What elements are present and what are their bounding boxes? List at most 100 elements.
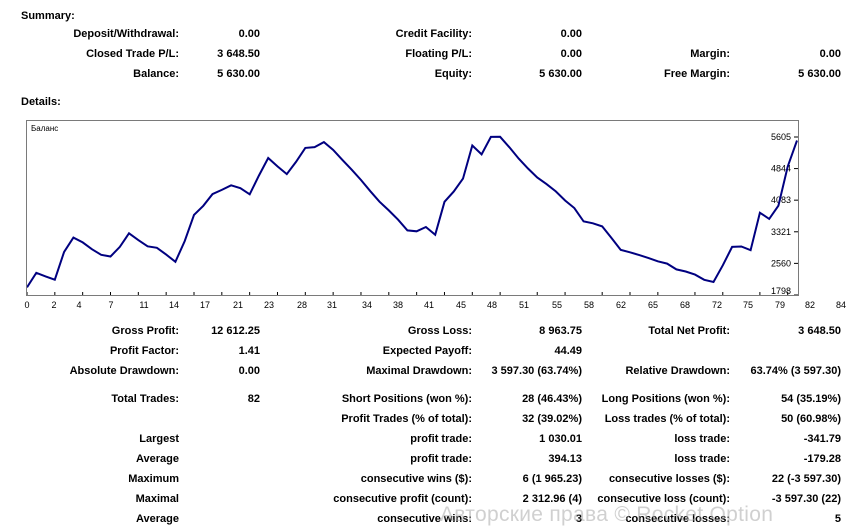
x-tick-label: 48 <box>486 300 497 310</box>
y-tick-label: 4083 <box>771 195 791 205</box>
margin-label: Margin: <box>690 48 730 60</box>
relative-drawdown-value: 63.74% (3 597.30) <box>750 365 841 377</box>
deposit-value: 0.00 <box>238 28 260 40</box>
average-profit-trade-label: profit trade: <box>410 453 472 465</box>
y-tick-label: 2560 <box>771 258 791 268</box>
avg-consecutive-wins-value: 3 <box>575 513 582 525</box>
floating-pl-label: Floating P/L: <box>405 48 472 60</box>
y-tick-label: 3321 <box>771 227 791 237</box>
average-profit-trade-value: 394.13 <box>548 453 582 465</box>
x-tick-label: 17 <box>199 300 210 310</box>
short-positions-value: 28 (46.43%) <box>522 393 582 405</box>
maximal-consecutive-loss-value: -3 597.30 (22) <box>771 493 841 505</box>
credit-label: Credit Facility: <box>395 28 472 40</box>
x-tick-label: 51 <box>518 300 529 310</box>
maximal-consecutive-profit-value: 2 312.96 (4) <box>522 493 582 505</box>
y-tick-label: 1798 <box>771 286 791 295</box>
max-consecutive-wins-value: 6 (1 965.23) <box>522 473 582 485</box>
total-net-profit-label: Total Net Profit: <box>648 325 730 337</box>
x-tick-label: 45 <box>455 300 466 310</box>
x-tick-label: 79 <box>774 300 785 310</box>
closed-pl-value: 3 648.50 <box>217 48 260 60</box>
largest-label: Largest <box>139 433 179 445</box>
avg-consecutive-losses-label: consecutive losses: <box>625 513 730 525</box>
margin-value: 0.00 <box>819 48 841 60</box>
x-tick-label: 7 <box>108 300 114 310</box>
balance-chart-svg: Баланс 1798 2560 3321 4083 4844 5605 <box>27 124 798 295</box>
x-tick-label: 58 <box>583 300 594 310</box>
max-consecutive-wins-label: consecutive wins ($): <box>360 473 472 485</box>
balance-label: Balance: <box>133 68 179 80</box>
x-tick-label: 41 <box>423 300 434 310</box>
average-loss-trade-value: -179.28 <box>803 453 841 465</box>
summary-title: Summary: <box>21 10 75 22</box>
x-tick-label: 38 <box>392 300 403 310</box>
credit-value: 0.00 <box>560 28 582 40</box>
profit-trades-label: Profit Trades (% of total): <box>341 413 472 425</box>
maximal-drawdown-value: 3 597.30 (63.74%) <box>491 365 582 377</box>
long-positions-value: 54 (35.19%) <box>781 393 841 405</box>
free-margin-value: 5 630.00 <box>798 68 841 80</box>
deposit-label: Deposit/Withdrawal: <box>73 28 179 40</box>
short-positions-label: Short Positions (won %): <box>341 393 472 405</box>
x-tick-label: 11 <box>139 300 149 310</box>
x-tick-label: 75 <box>742 300 753 310</box>
largest-loss-trade-label: loss trade: <box>674 433 730 445</box>
balance-series-line <box>27 135 798 288</box>
x-tick-label: 72 <box>711 300 722 310</box>
largest-loss-trade-value: -341.79 <box>803 433 841 445</box>
x-tick-label: 65 <box>647 300 658 310</box>
x-tick-label: 55 <box>551 300 562 310</box>
average-consecutive-label: Average <box>135 513 179 525</box>
relative-drawdown-label: Relative Drawdown: <box>625 365 730 377</box>
maximal-consecutive-profit-label: consecutive profit (count): <box>333 493 472 505</box>
free-margin-label: Free Margin: <box>663 68 730 80</box>
largest-profit-trade-value: 1 030.01 <box>539 433 582 445</box>
avg-consecutive-losses-value: 5 <box>834 513 841 525</box>
balance-chart: Баланс 1798 2560 3321 4083 4844 5605 <box>26 120 799 296</box>
x-tick-label: 82 <box>804 300 815 310</box>
equity-label: Equity: <box>434 68 472 80</box>
closed-pl-label: Closed Trade P/L: <box>86 48 179 60</box>
gross-profit-value: 12 612.25 <box>211 325 260 337</box>
copyright-watermark: Авторские права © Rocket Option <box>440 503 774 526</box>
balance-value: 5 630.00 <box>217 68 260 80</box>
expected-payoff-value: 44.49 <box>554 345 582 357</box>
y-tick-label: 4844 <box>771 164 791 174</box>
x-tick-label: 0 <box>24 300 30 310</box>
floating-pl-value: 0.00 <box>560 48 582 60</box>
x-tick-label: 34 <box>361 300 372 310</box>
x-tick-label: 68 <box>679 300 690 310</box>
absolute-drawdown-value: 0.00 <box>238 365 260 377</box>
total-trades-label: Total Trades: <box>111 393 179 405</box>
total-net-profit-value: 3 648.50 <box>798 325 841 337</box>
loss-trades-label: Loss trades (% of total): <box>604 413 730 425</box>
expected-payoff-label: Expected Payoff: <box>382 345 472 357</box>
loss-trades-value: 50 (60.98%) <box>781 413 841 425</box>
average-label: Average <box>135 453 179 465</box>
y-tick-label: 5605 <box>771 132 791 142</box>
long-positions-label: Long Positions (won %): <box>601 393 730 405</box>
equity-value: 5 630.00 <box>539 68 582 80</box>
gross-loss-label: Gross Loss: <box>407 325 472 337</box>
gross-loss-value: 8 963.75 <box>539 325 582 337</box>
gross-profit-label: Gross Profit: <box>111 325 179 337</box>
x-tick-label: 4 <box>76 300 82 310</box>
max-consecutive-losses-label: consecutive losses ($): <box>608 473 730 485</box>
maximal-drawdown-label: Maximal Drawdown: <box>366 365 472 377</box>
x-tick-label: 62 <box>615 300 626 310</box>
x-tick-label: 84 <box>835 300 846 310</box>
maximal-label: Maximal <box>135 493 179 505</box>
chart-title: Баланс <box>31 124 58 133</box>
profit-factor-value: 1.41 <box>238 345 260 357</box>
absolute-drawdown-label: Absolute Drawdown: <box>69 365 179 377</box>
max-consecutive-losses-value: 22 (-3 597.30) <box>771 473 841 485</box>
avg-consecutive-wins-label: consecutive wins: <box>377 513 472 525</box>
profit-factor-label: Profit Factor: <box>109 345 179 357</box>
x-tick-label: 23 <box>263 300 274 310</box>
details-title: Details: <box>21 96 61 108</box>
x-tick-label: 2 <box>51 300 57 310</box>
maximum-label: Maximum <box>128 473 179 485</box>
x-tick-label: 31 <box>326 300 337 310</box>
x-tick-label: 28 <box>296 300 307 310</box>
